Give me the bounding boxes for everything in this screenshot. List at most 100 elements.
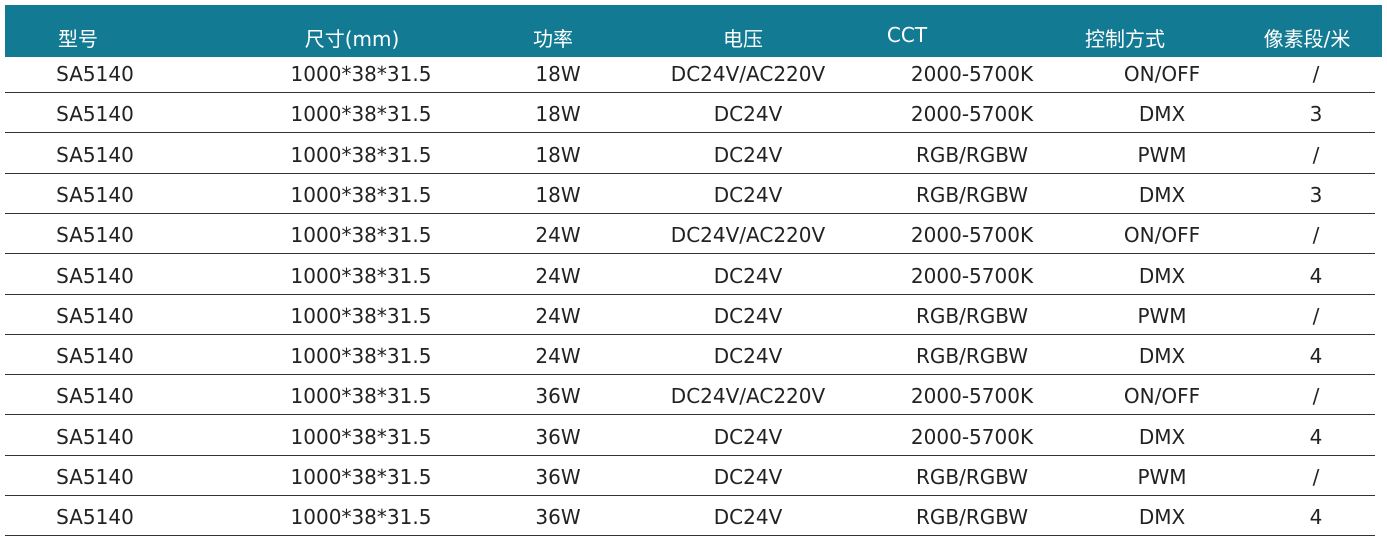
- table-cell: SA5140: [56, 182, 134, 207]
- table-cell: SA5140: [56, 303, 134, 328]
- row-divider: [5, 132, 1375, 133]
- row-divider: [5, 173, 1375, 174]
- table-cell: SA5140: [56, 424, 134, 449]
- table-cell: 1000*38*31.5: [290, 424, 432, 449]
- table-cell: DC24V/AC220V: [670, 223, 826, 248]
- table-cell: DC24V: [713, 505, 783, 530]
- table-cell: 3: [1309, 182, 1323, 207]
- table-cell: PWM: [1137, 142, 1187, 167]
- table-cell: ON/OFF: [1123, 62, 1201, 86]
- table-cell: 24W: [535, 223, 581, 248]
- row-divider: [5, 374, 1375, 375]
- row-divider: [5, 495, 1375, 496]
- table-cell: 1000*38*31.5: [290, 505, 432, 530]
- table-cell: DC24V: [713, 102, 783, 127]
- table-cell: 24W: [535, 303, 581, 328]
- table-cell: DMX: [1138, 182, 1186, 207]
- table-cell: DC24V: [713, 424, 783, 449]
- table-cell: 18W: [535, 102, 581, 127]
- row-divider: [5, 455, 1375, 456]
- table-cell: SA5140: [56, 223, 134, 248]
- table-cell: 18W: [535, 62, 581, 86]
- table-cell: SA5140: [56, 102, 134, 127]
- row-divider: [5, 253, 1375, 254]
- table-cell: 36W: [535, 424, 581, 449]
- table-cell: 1000*38*31.5: [290, 465, 432, 489]
- table-cell: DMX: [1138, 263, 1186, 288]
- table-cell: 1000*38*31.5: [290, 102, 432, 127]
- table-cell: ON/OFF: [1123, 384, 1201, 409]
- table-cell: DC24V: [713, 182, 783, 207]
- table-cell: RGB/RGBW: [915, 465, 1029, 489]
- table-cell: 24W: [535, 263, 581, 288]
- table-cell: 4: [1309, 424, 1323, 449]
- table-cell: ON/OFF: [1123, 223, 1201, 248]
- table-cell: SA5140: [56, 142, 134, 167]
- table-header: 型号 尺寸(mm) 功率 电压 CCT 控制方式 像素段/米: [5, 5, 1382, 57]
- header-cell: 控制方式: [1085, 27, 1165, 51]
- table-cell: 36W: [535, 465, 581, 489]
- header-cell: 型号: [58, 27, 98, 51]
- table-cell: 4: [1309, 505, 1323, 530]
- table-cell: DC24V: [713, 303, 783, 328]
- table-cell: RGB/RGBW: [915, 142, 1029, 167]
- table-cell: DC24V: [713, 263, 783, 288]
- table-cell: 1000*38*31.5: [290, 344, 432, 369]
- table-cell: /: [1312, 384, 1320, 409]
- table-cell: DMX: [1138, 505, 1186, 530]
- table-cell: 18W: [535, 142, 581, 167]
- row-divider: [5, 414, 1375, 415]
- table-cell: DC24V/AC220V: [670, 384, 826, 409]
- table-cell: DC24V/AC220V: [670, 62, 826, 86]
- table-cell: DMX: [1138, 102, 1186, 127]
- table-cell: SA5140: [56, 465, 134, 489]
- table-cell: DC24V: [713, 142, 783, 167]
- table-cell: 1000*38*31.5: [290, 62, 432, 86]
- table-cell: 2000-5700K: [910, 62, 1034, 86]
- table-cell: 2000-5700K: [910, 424, 1034, 449]
- table-cell: SA5140: [56, 62, 134, 86]
- header-cell: 尺寸(mm): [304, 27, 400, 51]
- table-cell: DC24V: [713, 465, 783, 489]
- row-divider: [5, 213, 1375, 214]
- table-cell: /: [1312, 142, 1320, 167]
- table-cell: 36W: [535, 505, 581, 530]
- table-cell: DMX: [1138, 344, 1186, 369]
- table-cell: 2000-5700K: [910, 384, 1034, 409]
- header-cell: 像素段/米: [1263, 27, 1351, 51]
- header-cell: 功率: [533, 27, 573, 51]
- table-cell: /: [1312, 62, 1320, 86]
- table-cell: PWM: [1137, 465, 1187, 489]
- table-cell: 1000*38*31.5: [290, 142, 432, 167]
- table-cell: DMX: [1138, 424, 1186, 449]
- table-cell: 18W: [535, 182, 581, 207]
- table-cell: PWM: [1137, 303, 1187, 328]
- table-cell: 24W: [535, 344, 581, 369]
- table-cell: /: [1312, 303, 1320, 328]
- table-cell: RGB/RGBW: [915, 505, 1029, 530]
- table-cell: RGB/RGBW: [915, 344, 1029, 369]
- table-cell: 4: [1309, 263, 1323, 288]
- header-cell: 电压: [723, 27, 763, 51]
- table-cell: 2000-5700K: [910, 263, 1034, 288]
- table-cell: 36W: [535, 384, 581, 409]
- table-cell: /: [1312, 223, 1320, 248]
- row-divider: [5, 334, 1375, 335]
- table-cell: /: [1312, 465, 1320, 489]
- table-cell: RGB/RGBW: [915, 182, 1029, 207]
- table-cell: 2000-5700K: [910, 102, 1034, 127]
- table-cell: 3: [1309, 102, 1323, 127]
- table-cell: SA5140: [56, 344, 134, 369]
- table-cell: 1000*38*31.5: [290, 303, 432, 328]
- table-cell: SA5140: [56, 505, 134, 530]
- row-divider: [5, 294, 1375, 295]
- table-cell: SA5140: [56, 263, 134, 288]
- table-cell: 1000*38*31.5: [290, 182, 432, 207]
- header-cell: CCT: [886, 23, 928, 47]
- table-cell: 2000-5700K: [910, 223, 1034, 248]
- row-divider: [5, 92, 1375, 93]
- table-cell: 4: [1309, 344, 1323, 369]
- table-cell: DC24V: [713, 344, 783, 369]
- table-cell: RGB/RGBW: [915, 303, 1029, 328]
